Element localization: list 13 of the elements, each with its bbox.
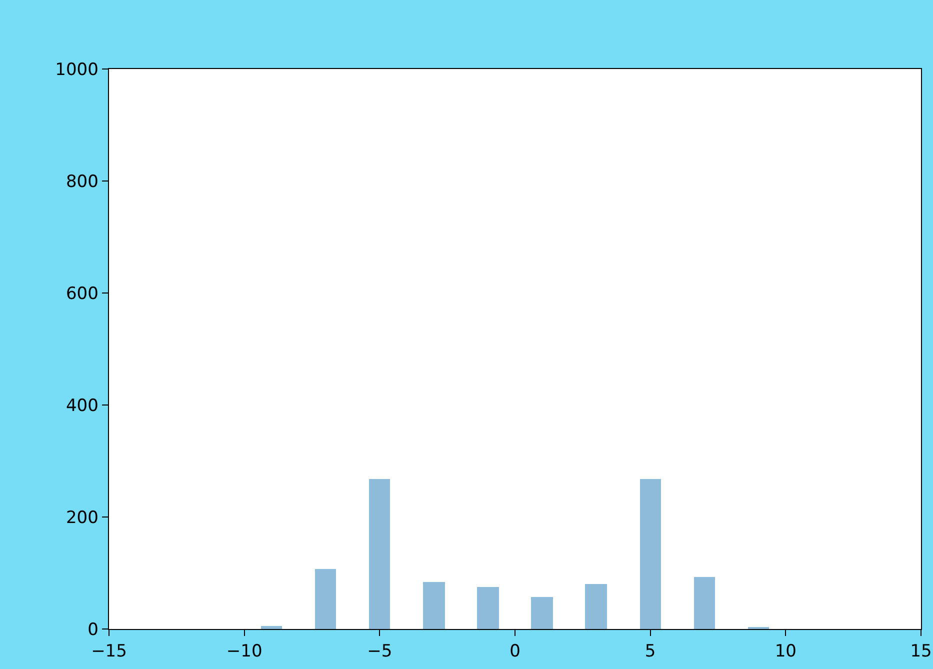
- y-tick-label: 1000: [55, 60, 98, 80]
- x-tick-label: 15: [910, 642, 932, 662]
- y-tick-label: 200: [66, 508, 98, 528]
- y-tick-label: 600: [66, 284, 98, 304]
- x-tick-label: −15: [91, 642, 127, 662]
- y-tick-label: 800: [66, 172, 98, 192]
- y-tick-label: 400: [66, 396, 98, 416]
- x-tick-label: −10: [226, 642, 262, 662]
- x-tick-label: 0: [510, 642, 520, 662]
- x-tick-label: −5: [367, 642, 392, 662]
- x-tick-label: 10: [774, 642, 796, 662]
- y-tick-label: 0: [88, 620, 98, 640]
- x-tick-label: 5: [644, 642, 656, 662]
